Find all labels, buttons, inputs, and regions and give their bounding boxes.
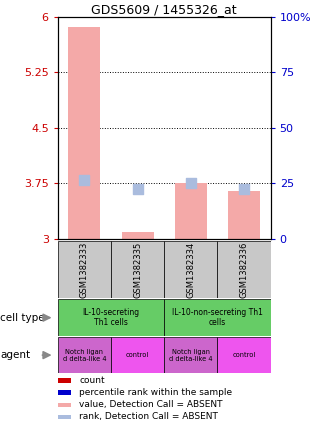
Text: GSM1382333: GSM1382333 [80,242,89,298]
Bar [164,337,217,373]
Text: IL-10-non-secreting Th1
cells: IL-10-non-secreting Th1 cells [172,308,263,327]
Bar [175,183,207,239]
Bar [164,241,217,298]
Text: GSM1382335: GSM1382335 [133,242,142,298]
Point [82,176,87,183]
Bar [111,337,164,373]
Text: control: control [232,352,256,358]
Bar [68,27,100,239]
Text: rank, Detection Call = ABSENT: rank, Detection Call = ABSENT [79,412,218,421]
Title: GDS5609 / 1455326_at: GDS5609 / 1455326_at [91,3,237,16]
Point [188,179,193,186]
Text: GSM1382334: GSM1382334 [186,242,195,298]
Bar [58,337,111,373]
Bar [228,191,260,239]
Text: percentile rank within the sample: percentile rank within the sample [79,388,232,397]
Text: count: count [79,376,105,385]
Text: agent: agent [0,350,30,360]
Text: control: control [126,352,149,358]
Bar [121,232,153,239]
Bar [58,390,71,395]
Bar [58,241,111,298]
Point [241,186,247,193]
Text: cell type: cell type [0,313,45,323]
Text: Notch ligan
d delta-like 4: Notch ligan d delta-like 4 [169,349,213,362]
Bar [58,415,71,419]
Bar [58,403,71,407]
Bar [217,241,271,298]
Text: IL-10-secreting
Th1 cells: IL-10-secreting Th1 cells [82,308,140,327]
Text: GSM1382336: GSM1382336 [240,242,248,298]
Bar [58,378,71,382]
Text: value, Detection Call = ABSENT: value, Detection Call = ABSENT [79,400,222,409]
Bar [164,299,271,336]
Bar [111,241,164,298]
Point [135,186,140,193]
Bar [58,299,164,336]
Text: Notch ligan
d delta-like 4: Notch ligan d delta-like 4 [63,349,106,362]
Bar [217,337,271,373]
